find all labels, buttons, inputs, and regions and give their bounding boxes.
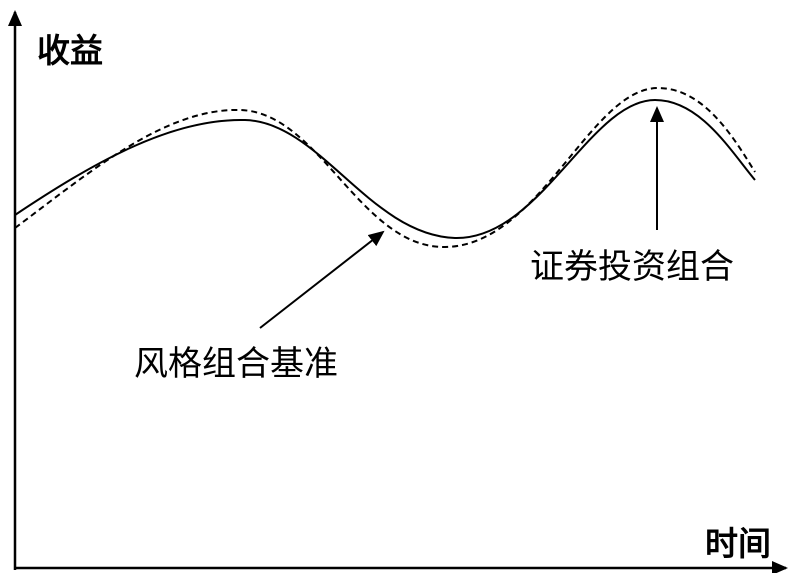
portfolio-curve [14,98,756,240]
y-axis-label: 收益 [37,31,103,70]
x-axis-label: 时间 [705,524,771,563]
portfolio-label: 证券投资组合 [530,247,734,287]
benchmark-arrow [259,230,385,329]
benchmark-label: 风格组合基准 [134,344,338,384]
benchmark-curve [14,86,756,249]
